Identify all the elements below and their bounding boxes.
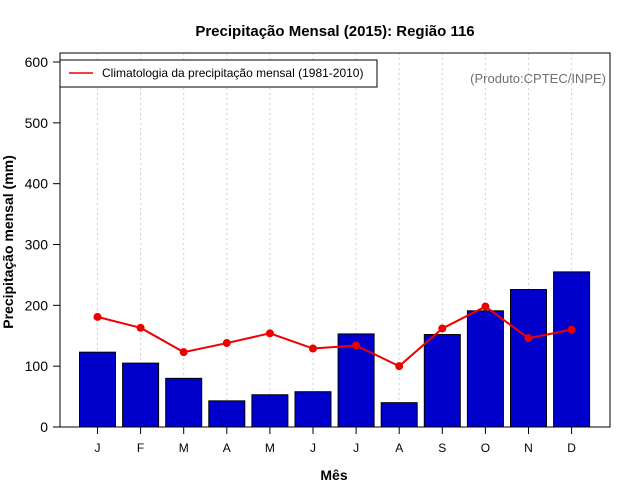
x-tick-label: M [265,441,275,455]
chart-title: Precipitação Mensal (2015): Região 116 [195,23,474,40]
y-tick-label: 0 [40,419,48,435]
x-tick-label: A [223,441,231,455]
climatology-point-8 [438,324,447,333]
climatology-point-9 [481,302,490,311]
y-tick-label: 500 [25,115,49,131]
climatology-point-3 [222,339,231,348]
bar-series [79,271,591,428]
y-tick-label: 200 [25,297,49,313]
climatology-point-7 [395,362,404,371]
y-tick-label: 100 [25,358,49,374]
bar-O-9 [466,310,504,428]
x-tick-label: S [438,441,446,455]
climatology-point-5 [309,344,317,353]
product-credit: (Produto:CPTEC/INPE) [470,71,606,86]
x-tick-label: O [481,441,490,455]
bar-M-4 [251,394,289,428]
climatology-point-6 [352,341,361,350]
y-tick-label: 300 [25,237,49,253]
climatology-point-2 [179,348,188,357]
x-tick-label: A [395,441,403,455]
y-tick-label: 600 [25,54,49,70]
bar-J-5 [294,391,332,428]
x-tick-label: J [310,441,316,455]
climatology-series [93,302,576,371]
x-tick-label: M [179,441,189,455]
x-tick-label: N [524,441,533,455]
x-tick-label: J [353,441,359,455]
climatology-point-10 [524,334,533,343]
bar-F-1 [122,362,160,428]
legend: Climatologia da precipitação mensal (198… [59,59,378,88]
y-tick-label: 400 [25,176,49,192]
bar-J-0 [79,351,116,428]
climatology-point-4 [265,329,274,338]
bar-A-3 [208,400,246,428]
bar-M-2 [165,377,203,428]
climatology-point-1 [136,323,145,332]
plot-frame [59,52,611,428]
x-axis-label: Mês [320,467,347,483]
x-tick-label: J [95,441,101,455]
bar-N-10 [510,289,547,428]
climatology-point-11 [567,325,576,334]
bar-S-8 [423,334,461,428]
y-axis-label: Precipitação mensal (mm) [0,155,16,329]
bar-A-7 [380,402,418,428]
legend-box [59,59,378,88]
climatology-line [97,305,572,368]
legend-climatology-label: Climatologia da precipitação mensal (198… [102,66,363,80]
x-tick-label: D [567,441,576,455]
y-axis: 0 100 200 300 400 500 600 [25,54,60,435]
climatology-point-0 [93,312,102,321]
bar-D-11 [553,271,591,428]
x-tick-label: F [137,441,144,455]
